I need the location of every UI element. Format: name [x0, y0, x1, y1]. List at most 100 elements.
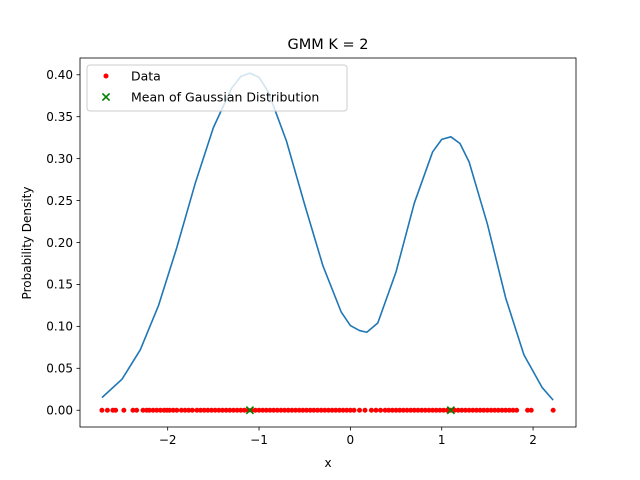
data-point — [389, 407, 395, 413]
data-point — [368, 407, 374, 413]
data-point — [492, 407, 498, 413]
data-point — [293, 407, 299, 413]
data-point — [212, 407, 218, 413]
legend-data-label: Data — [131, 69, 161, 84]
data-point — [386, 407, 392, 413]
x-tick-label: −2 — [159, 433, 177, 447]
data-point — [241, 407, 247, 413]
chart-title: GMM K = 2 — [288, 37, 369, 53]
data-point — [333, 407, 339, 413]
data-point — [419, 407, 425, 413]
data-point — [223, 407, 229, 413]
mean-marker — [245, 406, 255, 415]
data-point — [510, 407, 516, 413]
y-tick-label: 0.05 — [46, 362, 73, 376]
data-point — [373, 407, 379, 413]
data-point — [274, 407, 280, 413]
data-point — [422, 407, 428, 413]
data-point — [351, 407, 357, 413]
legend: Data Mean of Gaussian Distribution — [86, 64, 348, 112]
data-point — [455, 407, 461, 413]
y-tick-label: 0.10 — [46, 320, 73, 334]
data-point — [234, 407, 240, 413]
data-point — [452, 407, 458, 413]
data-point — [397, 407, 403, 413]
data-point — [315, 407, 320, 413]
data-point — [503, 407, 509, 413]
x-tick-label: 2 — [529, 433, 537, 447]
data-point — [238, 407, 244, 413]
mean-marker-stroke — [245, 406, 255, 415]
data-point — [278, 407, 284, 413]
data-point — [441, 407, 447, 413]
data-point — [174, 407, 180, 413]
data-point — [430, 407, 436, 413]
plot-area — [79, 57, 577, 428]
data-point — [382, 407, 388, 413]
legend-mean-marker-stroke — [101, 92, 111, 102]
data-point — [470, 407, 476, 413]
data-point — [336, 407, 342, 413]
data-point — [304, 407, 310, 413]
data-point — [150, 407, 156, 413]
data-point — [550, 407, 556, 413]
legend-data-marker — [103, 73, 109, 79]
data-point — [271, 407, 277, 413]
data-point — [528, 407, 534, 413]
data-point — [411, 407, 417, 413]
data-point — [404, 407, 410, 413]
x-axis-label: x — [324, 456, 331, 470]
data-point — [130, 407, 136, 413]
data-point — [267, 407, 273, 413]
x-tick-label: −1 — [250, 433, 268, 447]
mean-marker-stroke — [446, 406, 456, 415]
data-point — [182, 407, 188, 413]
y-tick-label: 0.35 — [46, 110, 73, 124]
data-point — [205, 407, 211, 413]
data-point — [157, 407, 163, 413]
y-axis: 0.00 0.05 0.10 0.15 0.20 0.25 0.30 0.35 0.40 — [46, 68, 80, 418]
legend-mean-label: Mean of Gaussian Distribution — [131, 90, 319, 105]
density-curve — [101, 72, 554, 401]
data-point — [462, 407, 468, 413]
legend-frame — [86, 64, 348, 112]
data-point — [318, 407, 324, 413]
data-point — [113, 407, 119, 413]
x-tick-label: 1 — [438, 433, 446, 447]
data-point — [344, 407, 350, 413]
data-point — [186, 407, 192, 413]
data-point — [216, 407, 222, 413]
data-point — [514, 407, 520, 413]
data-point — [282, 407, 288, 413]
data-point — [325, 407, 331, 413]
data-point — [329, 407, 335, 413]
data-point — [194, 407, 200, 413]
data-point — [170, 407, 176, 413]
data-point — [252, 407, 258, 413]
data-point — [256, 407, 262, 413]
data-point — [99, 407, 105, 413]
data-point — [347, 407, 353, 413]
data-point — [525, 407, 531, 413]
data-point — [134, 407, 140, 413]
data-point — [311, 407, 317, 413]
y-tick-label: 0.40 — [46, 68, 73, 82]
data-point — [227, 407, 233, 413]
data-point — [393, 407, 399, 413]
data-point — [459, 407, 465, 413]
legend-mean-marker — [101, 92, 111, 102]
data-point — [260, 407, 266, 413]
data-point — [477, 407, 483, 413]
data-point — [506, 407, 512, 413]
data-point — [296, 407, 302, 413]
data-point — [357, 407, 363, 413]
data-point — [415, 407, 421, 413]
data-point — [444, 407, 450, 413]
x-tick-label: 0 — [347, 433, 355, 447]
data-point — [104, 407, 110, 413]
data-point — [481, 407, 487, 413]
data-point — [289, 407, 295, 413]
x-axis: −2 −1 0 1 2 — [159, 427, 537, 447]
data-point — [198, 407, 204, 413]
data-point — [300, 407, 306, 413]
